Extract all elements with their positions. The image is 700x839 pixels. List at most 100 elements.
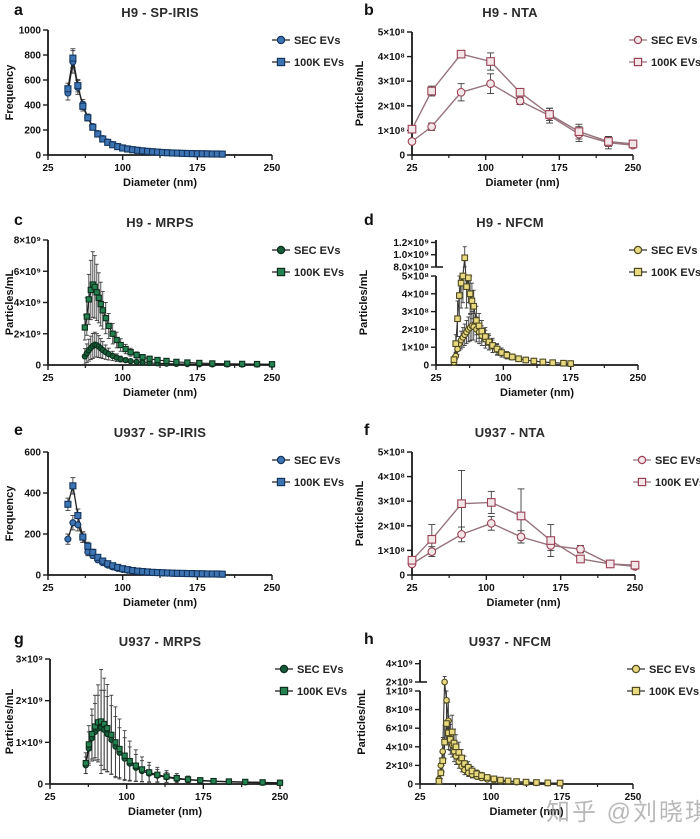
- svg-text:Frequency: Frequency: [4, 484, 16, 541]
- svg-text:SEC EVs: SEC EVs: [649, 664, 695, 676]
- panel-c-plot: 25 100 175 250 Diameter (nm) 0 2×10⁹ 4×10⁹ 6×10⁹…: [4, 235, 344, 399]
- svg-text:400: 400: [24, 101, 41, 112]
- svg-text:0: 0: [407, 780, 413, 791]
- svg-text:175: 175: [189, 163, 206, 174]
- svg-text:5×10⁸: 5×10⁸: [378, 28, 406, 39]
- panel-d-plot: 25 100 175 250 Diameter (nm) 8.0×10⁸1.0×10⁹1.…: [358, 238, 700, 399]
- svg-text:25: 25: [414, 792, 426, 803]
- svg-text:175: 175: [554, 792, 571, 803]
- svg-text:0: 0: [37, 780, 43, 791]
- panel-a: a H9 - SP-IRIS 25 100 175 250 Diameter (nm) 0…: [0, 0, 350, 210]
- svg-text:5×10⁸: 5×10⁸: [378, 447, 406, 458]
- panel-b-letter: b: [364, 2, 374, 19]
- svg-text:Frequency: Frequency: [4, 64, 16, 121]
- svg-text:4×10⁹: 4×10⁹: [14, 298, 42, 309]
- svg-text:2×10⁹: 2×10⁹: [16, 696, 44, 707]
- svg-text:600: 600: [24, 76, 41, 87]
- panel-c-title: H9 - MRPS: [126, 214, 194, 230]
- svg-text:Diameter (nm): Diameter (nm): [487, 597, 561, 609]
- svg-text:SEC EVs: SEC EVs: [655, 454, 700, 466]
- svg-text:4×10⁸: 4×10⁸: [378, 52, 406, 63]
- svg-text:100K EVs: 100K EVs: [651, 267, 700, 279]
- panel-e-plot: 25 100 175 250 Diameter (nm) 0 200 400 600 Freque…: [4, 447, 344, 609]
- svg-text:SEC EVs: SEC EVs: [294, 454, 340, 466]
- panel-b-title: H9 - NTA: [482, 5, 538, 20]
- svg-text:100K EVs: 100K EVs: [297, 686, 347, 698]
- svg-text:200: 200: [24, 126, 41, 137]
- svg-text:0: 0: [423, 360, 429, 371]
- svg-text:8×10⁸: 8×10⁸: [386, 705, 414, 716]
- panel-h-letter: h: [364, 631, 374, 649]
- svg-text:175: 175: [552, 583, 569, 594]
- svg-text:Particles/mL: Particles/mL: [358, 269, 370, 335]
- svg-text:5×10⁸: 5×10⁸: [402, 271, 430, 282]
- svg-text:100K EVs: 100K EVs: [651, 57, 700, 69]
- panel-f-plot: 25 100 175 250 Diameter (nm) 0 1×10⁸ 2×10⁸ 3×10⁸…: [354, 447, 700, 609]
- panel-b-plot: 25 100 175 250 Diameter (nm) 0 1×10⁸ 2×10⁸ 3×10⁸…: [354, 28, 700, 190]
- svg-text:Diameter (nm): Diameter (nm): [490, 806, 564, 818]
- svg-text:400: 400: [24, 488, 41, 499]
- svg-text:1000: 1000: [19, 26, 42, 37]
- svg-text:2×10⁸: 2×10⁸: [386, 761, 414, 772]
- svg-text:3×10⁸: 3×10⁸: [402, 307, 430, 318]
- svg-text:0: 0: [35, 570, 41, 581]
- panel-e-letter: e: [14, 421, 23, 439]
- panel-e-title: U937 - SP-IRIS: [113, 424, 207, 440]
- svg-text:0: 0: [399, 570, 405, 581]
- svg-text:3×10⁹: 3×10⁹: [16, 655, 44, 666]
- svg-text:SEC EVs: SEC EVs: [297, 664, 343, 676]
- svg-text:25: 25: [42, 583, 54, 594]
- svg-text:250: 250: [625, 163, 642, 174]
- svg-text:1.0×10⁹: 1.0×10⁹: [393, 250, 429, 261]
- panel-f-letter: f: [364, 421, 370, 439]
- panel-f-title: U937 - NTA: [474, 424, 546, 440]
- svg-text:600: 600: [24, 447, 41, 458]
- svg-text:3×10⁸: 3×10⁸: [378, 77, 406, 88]
- svg-text:4×10⁹: 4×10⁹: [386, 659, 414, 670]
- svg-text:100: 100: [114, 373, 131, 384]
- panel-d: d H9 - NFCM 25 100 175 250 Diameter (nm) 8.0×…: [350, 210, 700, 420]
- panel-c-letter: c: [14, 211, 23, 229]
- svg-text:2×10⁸: 2×10⁸: [378, 521, 406, 532]
- panel-h: h U937 - NFCM 25 100 175 250 Diameter (nm) 2×…: [350, 629, 700, 839]
- panel-g-plot: 25 100 175 250 Diameter (nm) 0 1×10⁹ 2×10⁹ 3×10⁹…: [4, 655, 347, 819]
- panel-d-title: H9 - NFCM: [476, 214, 544, 230]
- panel-g: g U937 - MRPS 25 100 175 250 Diameter (nm) 0 1…: [0, 629, 350, 839]
- svg-text:6×10⁸: 6×10⁸: [386, 724, 414, 735]
- svg-text:0: 0: [399, 151, 405, 162]
- svg-text:0: 0: [35, 360, 41, 371]
- svg-text:1×10⁸: 1×10⁸: [378, 126, 406, 137]
- svg-text:Diameter (nm): Diameter (nm): [128, 806, 202, 818]
- svg-text:175: 175: [189, 373, 206, 384]
- svg-text:Particles/mL: Particles/mL: [356, 689, 368, 755]
- svg-text:25: 25: [42, 373, 54, 384]
- svg-text:Diameter (nm): Diameter (nm): [123, 387, 197, 399]
- svg-text:4×10⁸: 4×10⁸: [386, 743, 414, 754]
- svg-text:175: 175: [562, 373, 579, 384]
- svg-text:Particles/mL: Particles/mL: [354, 480, 366, 546]
- svg-text:250: 250: [272, 792, 289, 803]
- svg-text:250: 250: [264, 163, 281, 174]
- panel-e: e U937 - SP-IRIS 25 100 175 250 Diameter (nm…: [0, 420, 350, 630]
- svg-text:1.2×10⁹: 1.2×10⁹: [393, 238, 429, 249]
- svg-text:100: 100: [483, 792, 500, 803]
- svg-text:Diameter (nm): Diameter (nm): [486, 177, 560, 189]
- panel-h-plot: 25 100 175 250 Diameter (nm) 2×10⁹ 4×10⁹ 0 2×10⁸…: [356, 659, 699, 818]
- svg-text:6×10⁹: 6×10⁹: [14, 267, 42, 278]
- svg-text:SEC EVs: SEC EVs: [651, 35, 697, 47]
- svg-text:0: 0: [35, 151, 41, 162]
- svg-text:25: 25: [42, 163, 54, 174]
- svg-text:3×10⁸: 3×10⁸: [378, 496, 406, 507]
- svg-text:175: 175: [195, 792, 212, 803]
- svg-text:1×10⁹: 1×10⁹: [386, 687, 414, 698]
- svg-text:100K EVs: 100K EVs: [649, 686, 699, 698]
- svg-text:100: 100: [477, 163, 494, 174]
- svg-text:SEC EVs: SEC EVs: [294, 35, 340, 47]
- panel-a-title: H9 - SP-IRIS: [121, 5, 199, 20]
- svg-text:25: 25: [430, 373, 442, 384]
- svg-text:100: 100: [114, 163, 131, 174]
- svg-text:100: 100: [118, 792, 135, 803]
- svg-text:25: 25: [406, 583, 418, 594]
- svg-text:100K EVs: 100K EVs: [294, 267, 344, 279]
